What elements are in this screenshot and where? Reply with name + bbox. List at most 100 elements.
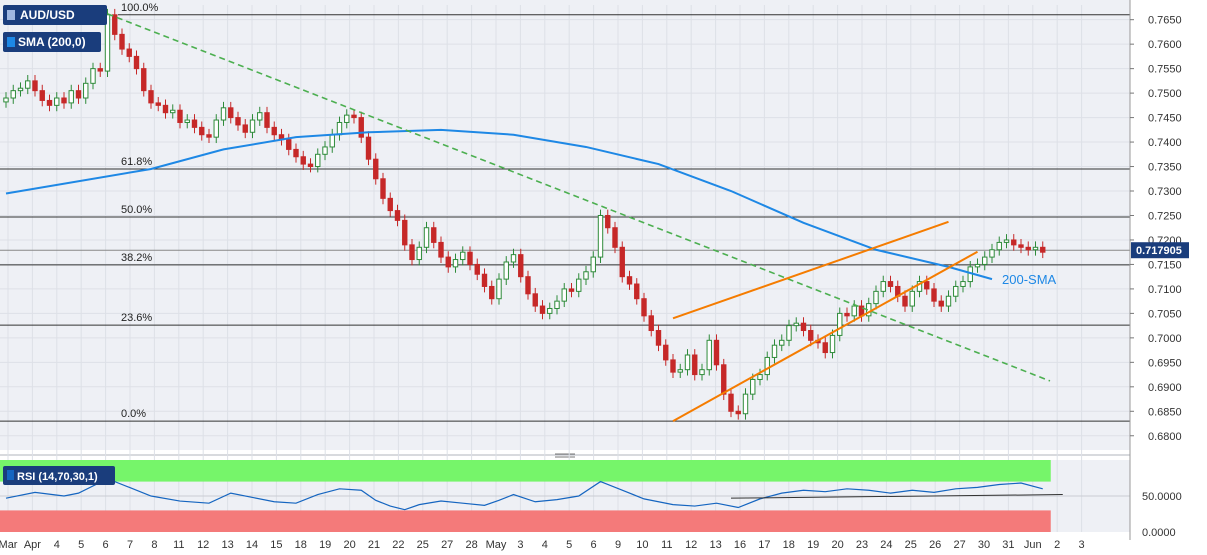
- candle-body: [409, 244, 415, 261]
- candle: [162, 99, 169, 119]
- candle-body: [293, 148, 299, 158]
- candle: [206, 128, 212, 144]
- x-tick-label: Jun: [1024, 539, 1042, 551]
- candle: [829, 329, 836, 359]
- candle: [532, 287, 538, 312]
- candle-body: [344, 114, 350, 123]
- candle: [750, 373, 756, 401]
- candle-body: [539, 305, 546, 314]
- candle: [539, 300, 546, 320]
- x-tick-label: 30: [978, 539, 990, 551]
- y-tick-label: 0.7150: [1148, 259, 1182, 271]
- candle: [373, 153, 379, 185]
- candle: [177, 104, 183, 129]
- candle: [68, 84, 74, 109]
- x-tick-label: 19: [319, 539, 331, 551]
- candle-body: [68, 90, 74, 104]
- candle: [300, 150, 306, 170]
- candle-body: [148, 90, 154, 104]
- fibonacci-label: 23.6%: [121, 312, 152, 324]
- candle-body: [518, 254, 524, 278]
- candle: [467, 246, 473, 271]
- candle: [17, 82, 24, 97]
- candle-body: [655, 330, 662, 346]
- candle-body: [54, 97, 60, 106]
- candle: [742, 388, 749, 420]
- candle-body: [996, 241, 1002, 251]
- sma-200-line: [5, 128, 993, 281]
- candle-body: [735, 410, 741, 415]
- candle-body: [431, 227, 437, 243]
- candle: [916, 275, 923, 298]
- candle: [264, 106, 270, 134]
- candle: [945, 290, 952, 312]
- candle: [699, 363, 705, 381]
- candle: [735, 405, 741, 420]
- candle-body: [750, 378, 756, 395]
- candle: [148, 84, 154, 109]
- rsi-overbought-zone: [0, 460, 1051, 482]
- x-tick-label: 20: [831, 539, 843, 551]
- candle: [445, 251, 451, 273]
- candle: [213, 114, 219, 144]
- indicator-badge[interactable]: SMA (200,0): [3, 32, 101, 52]
- y-tick-label: 0.6900: [1148, 382, 1182, 394]
- candle: [322, 141, 328, 161]
- candle: [271, 121, 277, 141]
- rsi-line: [5, 478, 1043, 511]
- candle: [496, 273, 502, 305]
- candle: [902, 290, 908, 312]
- fibonacci-label: 61.8%: [121, 156, 152, 168]
- candle-body: [561, 288, 567, 302]
- price-panel-background: [0, 0, 1130, 450]
- y-tick-label: 0.7100: [1148, 284, 1182, 296]
- symbol-label: AUD/USD: [20, 8, 75, 22]
- candle-body: [989, 249, 995, 258]
- candle: [641, 292, 647, 322]
- candle: [184, 114, 190, 129]
- symbol-badge[interactable]: AUD/USD: [3, 5, 107, 25]
- candle-body: [170, 109, 176, 114]
- x-tick-label: 12: [197, 539, 209, 551]
- candle-body: [764, 356, 770, 376]
- candle: [561, 283, 567, 308]
- candle: [764, 351, 770, 381]
- candle: [974, 258, 981, 273]
- candle: [634, 278, 640, 305]
- candle-body: [97, 68, 103, 72]
- candle: [3, 92, 9, 108]
- rsi-badge[interactable]: RSI (14,70,30,1): [3, 466, 115, 485]
- panel-resize-handle[interactable]: [555, 453, 575, 458]
- candle: [1025, 241, 1031, 256]
- candle: [228, 101, 234, 124]
- candle: [619, 241, 625, 283]
- candle-body: [438, 241, 444, 258]
- candle-body: [25, 80, 31, 89]
- candle-body: [851, 305, 857, 317]
- x-tick-label: 11: [173, 539, 184, 551]
- candle-body: [663, 344, 669, 361]
- candle-body: [503, 261, 509, 280]
- candle-body: [829, 334, 836, 354]
- candle-body: [365, 136, 372, 160]
- candle-body: [909, 290, 915, 307]
- candle: [909, 285, 915, 312]
- rsi-label: RSI (14,70,30,1): [17, 471, 98, 483]
- candle-body: [191, 119, 198, 128]
- candle: [387, 192, 393, 217]
- candle-body: [800, 322, 807, 332]
- candle-body: [235, 117, 241, 126]
- y-tick-label: 0.7600: [1148, 39, 1182, 51]
- candle: [757, 368, 763, 386]
- candle-body: [373, 158, 379, 180]
- candle: [199, 121, 205, 141]
- candle-body: [184, 119, 190, 123]
- candle-body: [605, 214, 611, 229]
- y-tick-label: 0.7650: [1148, 15, 1182, 27]
- candle-body: [155, 102, 161, 106]
- candle-body: [17, 87, 24, 92]
- candle: [351, 109, 357, 124]
- candle-body: [684, 354, 691, 371]
- candle-body: [779, 339, 785, 346]
- candle-body: [112, 14, 118, 35]
